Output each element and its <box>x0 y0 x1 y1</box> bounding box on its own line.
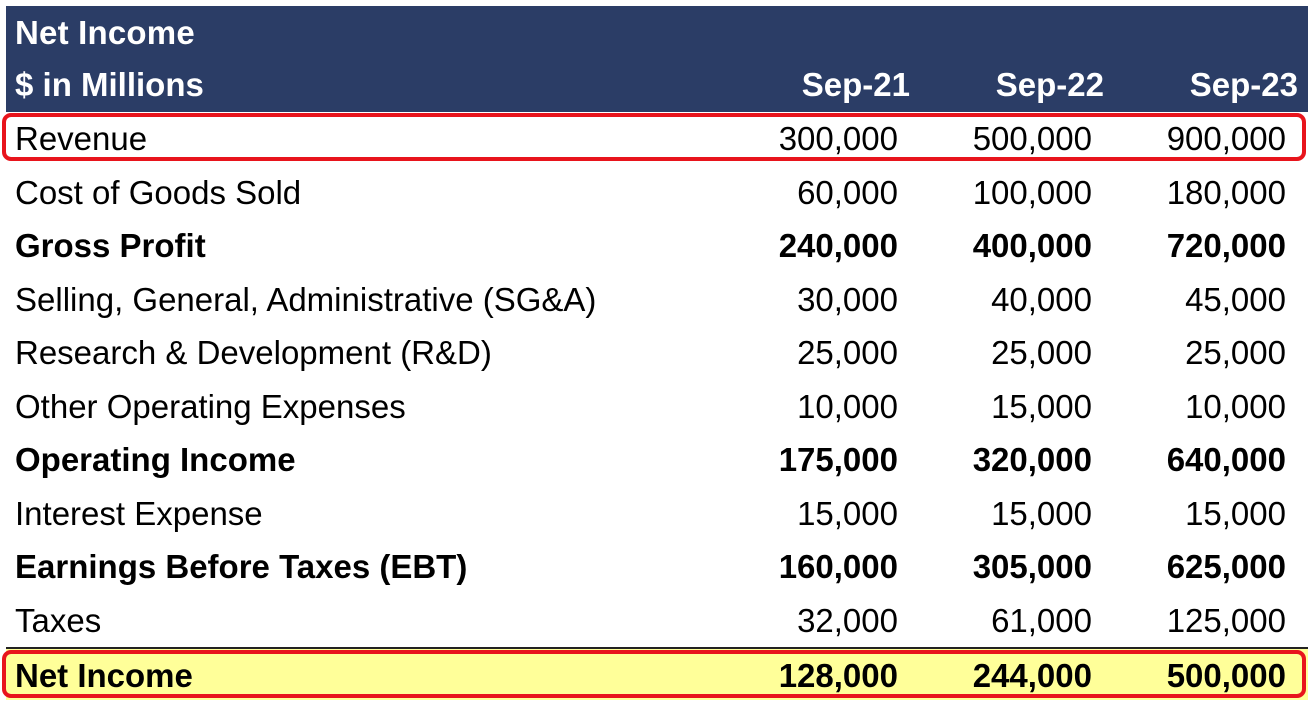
row-label: Selling, General, Administrative (SG&A) <box>15 280 597 318</box>
row-cost-of-goods-sold: Cost of Goods Sold 60,000 100,000 180,00… <box>6 166 1308 220</box>
cell-sep-21: 32,000 <box>797 601 898 639</box>
income-statement-table: Net Income $ in Millions Sep-21 Sep-22 S… <box>2 6 1308 700</box>
row-label: Research & Development (R&D) <box>15 334 492 371</box>
row-gross-profit: Gross Profit 240,000 400,000 720,000 <box>6 219 1308 273</box>
cell-sep-21: 10,000 <box>797 387 898 425</box>
column-header-sep-22: Sep-22 <box>995 66 1104 103</box>
row-revenue: Revenue 300,000 500,000 900,000 <box>2 112 1308 166</box>
cell-sep-23: 10,000 <box>1185 387 1286 425</box>
cell-sep-22: 15,000 <box>991 494 1092 532</box>
row-label: Operating Income <box>15 441 296 478</box>
row-label: Revenue <box>15 120 148 157</box>
cell-sep-21: 240,000 <box>778 227 898 264</box>
cell-sep-22: 40,000 <box>991 280 1092 318</box>
cell-sep-23: 45,000 <box>1185 280 1286 318</box>
cell-sep-21: 160,000 <box>778 548 898 585</box>
row-operating-income: Operating Income 175,000 320,000 640,000 <box>6 433 1308 487</box>
cell-sep-21: 25,000 <box>797 334 898 371</box>
cell-sep-23: 500,000 <box>1166 657 1286 694</box>
cell-sep-22: 61,000 <box>991 601 1092 639</box>
cell-sep-22: 244,000 <box>972 657 1092 694</box>
units-label: $ in Millions <box>15 66 204 103</box>
row-taxes: Taxes 32,000 61,000 125,000 <box>6 594 1308 648</box>
row-label: Taxes <box>15 601 102 639</box>
table-title: Net Income <box>15 14 195 51</box>
cell-sep-21: 175,000 <box>778 441 898 478</box>
cell-sep-22: 320,000 <box>972 441 1092 478</box>
cell-sep-21: 30,000 <box>797 280 898 318</box>
cell-sep-21: 128,000 <box>778 657 898 694</box>
row-interest-expense: Interest Expense 15,000 15,000 15,000 <box>6 487 1308 541</box>
cell-sep-21: 60,000 <box>797 173 898 211</box>
row-label: Gross Profit <box>15 227 206 264</box>
row-label: Earnings Before Taxes (EBT) <box>15 548 468 585</box>
cell-sep-23: 625,000 <box>1166 548 1286 585</box>
row-net-income: Net Income 128,000 244,000 500,000 <box>2 647 1308 700</box>
cell-sep-23: 125,000 <box>1166 601 1286 639</box>
row-earnings-before-taxes: Earnings Before Taxes (EBT) 160,000 305,… <box>6 540 1308 594</box>
cell-sep-23: 720,000 <box>1166 227 1286 264</box>
cell-sep-22: 100,000 <box>972 173 1092 211</box>
cell-sep-22: 305,000 <box>972 548 1092 585</box>
cell-sep-23: 15,000 <box>1185 494 1286 532</box>
cell-sep-22: 400,000 <box>972 227 1092 264</box>
row-sga: Selling, General, Administrative (SG&A) … <box>6 273 1308 327</box>
row-label: Interest Expense <box>15 494 263 532</box>
cell-sep-23: 180,000 <box>1166 173 1286 211</box>
column-header-sep-21: Sep-21 <box>801 66 910 103</box>
cell-sep-21: 300,000 <box>778 120 898 157</box>
row-label: Other Operating Expenses <box>15 387 406 425</box>
row-label: Net Income <box>15 657 193 694</box>
row-research-development: Research & Development (R&D) 25,000 25,0… <box>6 326 1308 380</box>
cell-sep-23: 640,000 <box>1166 441 1286 478</box>
row-label: Cost of Goods Sold <box>15 173 302 211</box>
cell-sep-23: 25,000 <box>1185 334 1286 371</box>
cell-sep-22: 15,000 <box>991 387 1092 425</box>
row-other-operating-expenses: Other Operating Expenses 10,000 15,000 1… <box>6 380 1308 434</box>
cell-sep-22: 500,000 <box>972 120 1092 157</box>
column-header-sep-23: Sep-23 <box>1189 66 1298 103</box>
cell-sep-21: 15,000 <box>797 494 898 532</box>
table-header: Net Income $ in Millions Sep-21 Sep-22 S… <box>6 6 1308 112</box>
cell-sep-23: 900,000 <box>1166 120 1286 157</box>
cell-sep-22: 25,000 <box>991 334 1092 371</box>
